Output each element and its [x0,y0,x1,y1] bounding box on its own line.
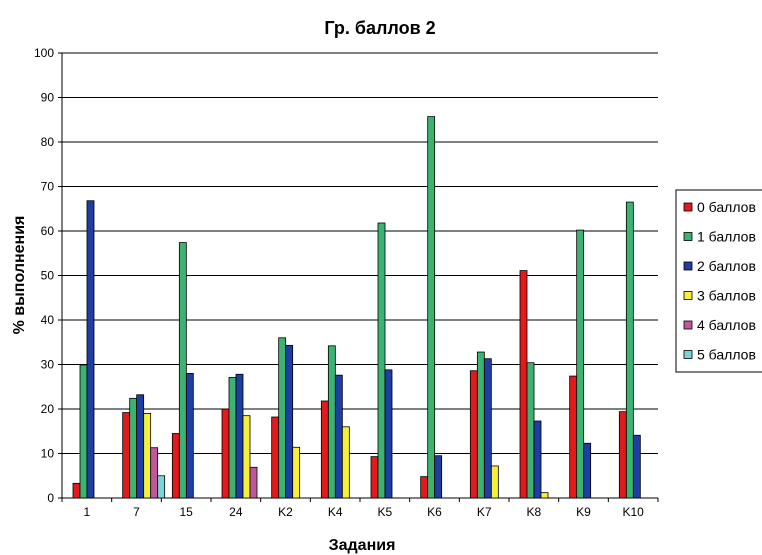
legend-swatch [683,291,693,300]
legend-label: 1 баллов [697,229,756,245]
legend-label: 3 баллов [697,288,756,304]
bar-2-баллов-K2 [285,344,294,499]
y-tick-label: 100 [34,46,54,60]
bar-0-баллов-K6 [420,476,429,499]
bar-0-баллов-1 [72,482,81,499]
y-tick-label: 40 [41,313,55,327]
bar-0-баллов-K2 [271,416,280,499]
legend-swatch [683,320,693,330]
legend-label: 4 баллов [697,317,756,333]
bar-0-баллов-15 [171,433,180,499]
legend-swatch [683,232,693,241]
x-tick-label: K2 [278,505,293,519]
x-tick-label: K6 [427,505,442,519]
chart-title: Гр. баллов 2 [324,18,435,38]
bar-3-баллов-K7 [490,465,499,499]
y-tick-label: 70 [41,180,55,194]
legend-label: 5 баллов [697,347,756,363]
x-tick-label: K7 [477,505,492,519]
y-tick-label: 80 [41,135,55,149]
bar-1-баллов-K6 [427,116,436,499]
bar-0-баллов-K8 [519,270,528,499]
bar-1-баллов-15 [178,242,187,499]
bar-0-баллов-K4 [320,400,329,499]
x-tick-label: K8 [526,505,541,519]
legend: 0 баллов 1 баллов 2 баллов 3 баллов 4 баллов… [675,189,762,373]
y-tick-label: 50 [41,269,55,283]
bar-0-баллов-7 [122,412,131,499]
bar-1-баллов-24 [228,377,237,499]
legend-swatch [683,202,693,212]
bar-2-баллов-K7 [483,358,492,499]
bar-1-баллов-K8 [526,362,535,499]
x-axis-title: Задания [329,537,396,554]
bar-0-баллов-K7 [469,370,478,499]
bar-0-баллов-K5 [370,456,379,499]
y-tick-label: 90 [41,91,55,105]
bar-2-баллов-7 [136,394,145,499]
y-tick-label: 10 [41,447,55,461]
x-tick-label: K10 [622,505,644,519]
legend-box [675,189,762,373]
bar-2-баллов-K5 [384,369,393,499]
bar-3-баллов-K2 [292,446,301,499]
bar-2-баллов-K6 [434,455,443,499]
bar-0-баллов-K10 [618,411,627,499]
bar-1-баллов-K2 [278,337,287,499]
x-tick-label: K5 [377,505,392,519]
bar-1-баллов-K5 [377,222,386,499]
legend-label: 2 баллов [697,258,756,274]
bar-1-баллов-7 [129,397,138,499]
bar-4-баллов-7 [150,447,159,499]
bar-1-баллов-K4 [327,345,336,499]
bar-2-баллов-15 [185,372,194,499]
bar-1-баллов-K7 [476,351,485,499]
bar-5-баллов-7 [157,475,166,499]
legend-label: 0 баллов [697,199,756,215]
legend-swatch [683,350,693,359]
bar-4-баллов-24 [249,466,258,499]
bar-3-баллов-K8 [540,492,549,499]
x-tick-label: 24 [229,505,243,519]
bar-2-баллов-1 [86,200,95,499]
bar-0-баллов-K9 [569,375,578,499]
legend-swatch [683,261,693,271]
bar-2-баллов-24 [235,373,244,499]
bar-1-баллов-K9 [576,229,585,499]
bar-3-баллов-24 [242,415,251,499]
plot-area: 0 10 20 30 40 50 60 70 80 90 100 1 7 15 24 K2 K4 K5 K6 K7 K8… [34,46,659,519]
bar-2-баллов-K10 [632,434,641,499]
bar-3-баллов-7 [143,413,152,499]
bar-1-баллов-K10 [625,201,634,499]
y-tick-label: 0 [47,491,54,505]
x-tick-label: 1 [83,505,90,519]
y-axis-title: % выполнения [11,216,28,335]
x-tick-label: 15 [179,505,193,519]
bar-0-баллов-24 [221,408,230,499]
bar-2-баллов-K4 [334,374,343,499]
y-tick-label: 30 [41,358,55,372]
x-tick-label: 7 [133,505,140,519]
y-tick-label: 60 [41,224,55,238]
x-tick-label: K4 [328,505,343,519]
y-tick-label: 20 [41,402,55,416]
x-tick-label: K9 [576,505,591,519]
bar-1-баллов-1 [79,364,88,499]
bar-2-баллов-K9 [583,442,592,499]
bar-2-баллов-K8 [533,420,542,499]
bar-3-баллов-K4 [341,426,350,499]
